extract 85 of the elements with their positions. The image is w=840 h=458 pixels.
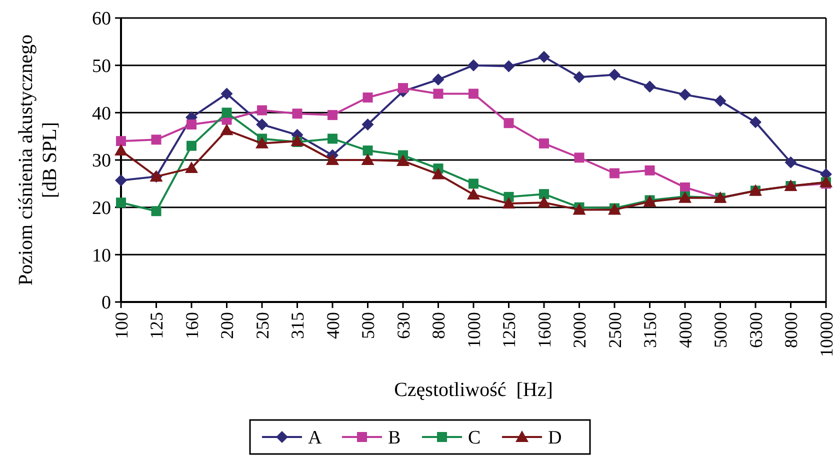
point xyxy=(468,88,478,99)
point xyxy=(573,71,586,84)
y-axis-title: Poziom ciśnienia akustycznego [dB SPL] xyxy=(15,34,61,286)
point xyxy=(328,134,338,144)
point xyxy=(362,118,374,130)
x-tick-label: 8000 xyxy=(781,312,802,348)
point xyxy=(538,50,550,63)
legend-label: D xyxy=(548,428,562,449)
point xyxy=(644,165,655,176)
point xyxy=(256,118,268,130)
point xyxy=(328,110,338,120)
x-tick-label: 160 xyxy=(182,312,202,339)
point xyxy=(784,156,797,168)
x-tick-label: 250 xyxy=(252,312,272,339)
point xyxy=(290,134,304,146)
x-tick-label: 500 xyxy=(358,312,378,339)
point xyxy=(467,188,480,200)
x-tick-label: 2000 xyxy=(570,312,590,348)
point xyxy=(572,203,586,215)
point xyxy=(680,182,690,192)
x-tick-label: 10000 xyxy=(816,312,836,357)
point xyxy=(361,154,374,165)
x-tick-label: 630 xyxy=(393,312,414,339)
point xyxy=(396,154,410,166)
point xyxy=(608,68,620,81)
point xyxy=(185,162,198,174)
point xyxy=(151,206,162,216)
point xyxy=(432,168,445,180)
y-tick-label: 30 xyxy=(92,150,111,172)
point xyxy=(292,108,302,119)
point xyxy=(256,136,268,148)
point xyxy=(502,60,515,72)
point xyxy=(502,197,516,209)
x-tick-label: 125 xyxy=(146,312,167,339)
point xyxy=(220,124,234,136)
x-tick-label: 3150 xyxy=(640,312,660,348)
point xyxy=(398,83,408,94)
legend-label: C xyxy=(468,428,481,449)
point xyxy=(539,138,549,148)
x-tick-label: 200 xyxy=(217,312,238,339)
point xyxy=(115,174,127,186)
x-tick-label: 1000 xyxy=(464,312,484,348)
point xyxy=(610,168,620,178)
point xyxy=(432,74,444,86)
point xyxy=(504,118,514,128)
x-tick-label: 6300 xyxy=(746,312,766,348)
y-tick-label: 0 xyxy=(102,292,111,314)
x-tick-label: 1250 xyxy=(499,312,520,348)
point xyxy=(468,59,480,72)
point xyxy=(186,120,196,130)
y-tick-label: 20 xyxy=(92,198,111,219)
point xyxy=(644,80,656,93)
point xyxy=(468,178,478,189)
legend-label: A xyxy=(308,428,322,449)
x-tick-label: 5000 xyxy=(710,312,731,348)
x-tick-label: 315 xyxy=(288,312,308,339)
point xyxy=(222,108,232,118)
point xyxy=(714,94,726,107)
point xyxy=(750,116,762,128)
x-axis-title: Częstotliwość [Hz] xyxy=(394,379,553,401)
y-tick-label: 60 xyxy=(92,8,111,30)
point xyxy=(679,88,691,101)
point xyxy=(114,144,128,156)
point xyxy=(538,196,550,208)
y-tick-label: 50 xyxy=(92,56,111,77)
point xyxy=(220,88,233,100)
point xyxy=(362,146,373,156)
y-tick-label: 40 xyxy=(92,103,111,124)
point xyxy=(362,92,373,103)
point xyxy=(539,189,549,200)
x-tick-label: 4000 xyxy=(675,312,696,348)
x-tick-label: 400 xyxy=(322,312,343,339)
point xyxy=(186,140,196,151)
legend-label: B xyxy=(388,428,401,449)
point xyxy=(116,136,126,146)
point xyxy=(257,105,267,116)
x-tick-label: 800 xyxy=(428,312,449,339)
point xyxy=(151,134,162,145)
x-tick-label: 100 xyxy=(111,312,132,339)
x-tick-label: 2500 xyxy=(604,312,625,348)
x-tick-label: 1600 xyxy=(534,312,554,348)
point xyxy=(433,88,444,99)
y-tick-label: 10 xyxy=(92,245,111,266)
point xyxy=(326,154,339,165)
point xyxy=(574,152,584,163)
